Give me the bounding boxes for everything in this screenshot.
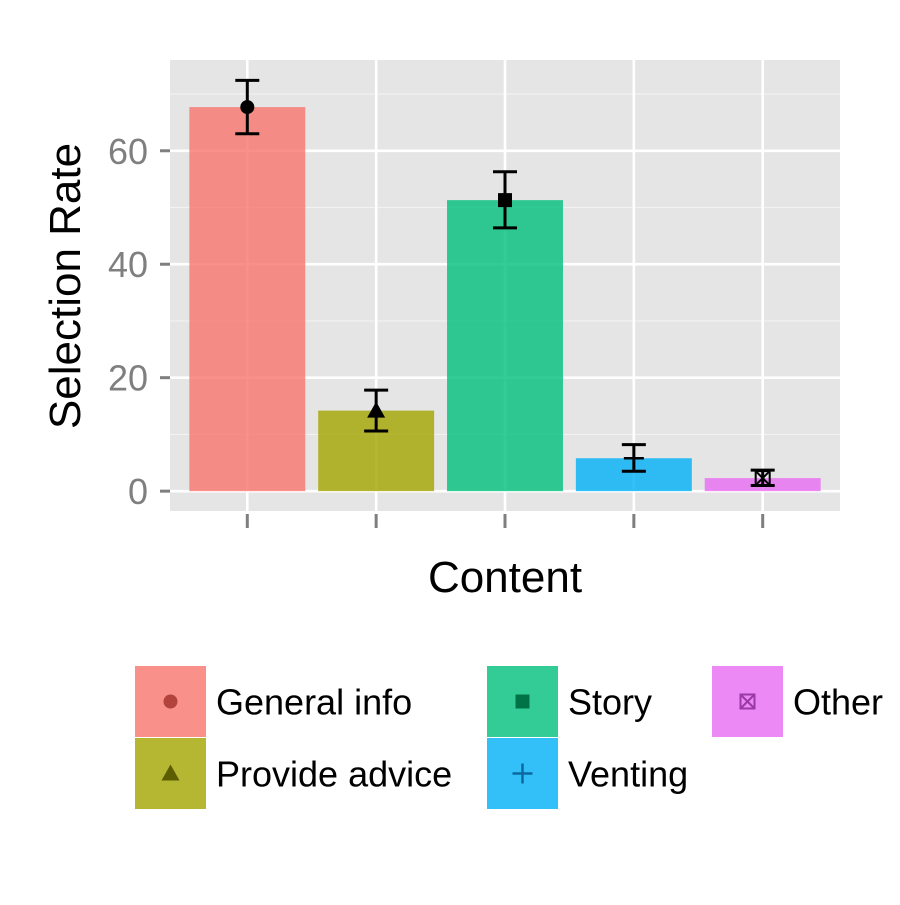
y-tick-label: 0 <box>128 471 148 512</box>
mean-marker-d2 <box>754 470 771 486</box>
x-axis-title: Content <box>428 553 582 602</box>
legend-label: Other <box>793 682 883 723</box>
legend-key-marker-box <box>739 693 756 710</box>
legend-key-marker <box>739 693 756 710</box>
y-tick-label: 60 <box>108 131 148 172</box>
mean-marker <box>623 448 644 469</box>
y-tick-label: 40 <box>108 244 148 285</box>
legend-key-marker <box>161 764 180 781</box>
legend-item: Provide advice <box>135 738 452 809</box>
axes: 0 20 40 60 <box>108 131 765 528</box>
bar-general-info <box>189 107 306 492</box>
legend-item: Venting <box>487 738 688 809</box>
y-axis-title: Selection Rate <box>41 143 90 429</box>
legend-key-marker <box>515 694 530 709</box>
mean-marker <box>367 401 386 418</box>
legend-label: Venting <box>568 754 688 795</box>
legend-key-marker-d2 <box>739 693 756 710</box>
mean-marker-box <box>754 470 771 487</box>
legend-item: Story <box>487 666 652 737</box>
legend-label: Provide advice <box>216 754 452 795</box>
legend-label: Story <box>568 682 652 723</box>
legend-item: Other <box>712 666 883 737</box>
legend: General info Provide advice Story Venting Ot… <box>135 666 883 809</box>
legend-key-marker <box>512 763 533 784</box>
legend-label: General info <box>216 682 412 723</box>
mean-marker <box>754 470 771 487</box>
legend-key-marker <box>163 694 178 709</box>
bar-story <box>447 200 563 492</box>
legend-item: General info <box>135 666 412 737</box>
y-tick-label: 20 <box>108 358 148 399</box>
bars <box>189 107 821 492</box>
mean-markers <box>240 100 771 487</box>
mean-marker <box>240 100 255 115</box>
mean-marker <box>498 193 512 208</box>
